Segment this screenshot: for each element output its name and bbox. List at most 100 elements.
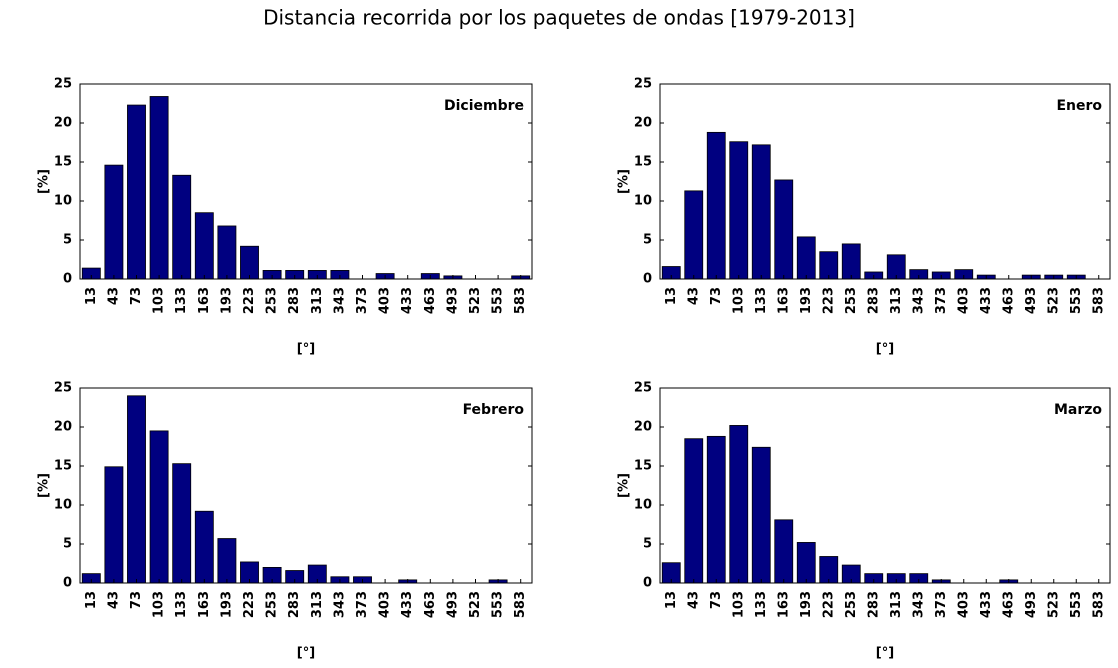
annotation: Febrero — [463, 402, 525, 418]
x-tick-label: 313 — [889, 591, 904, 618]
annotation: Diciembre — [444, 98, 524, 114]
bar — [796, 542, 816, 584]
x-tick-label: 223 — [242, 287, 257, 314]
x-tick-label: 103 — [152, 287, 167, 314]
y-tick-label: 20 — [634, 116, 652, 131]
x-tick-label: 13 — [664, 591, 679, 609]
y-tick-label: 5 — [643, 233, 652, 248]
x-tick-label: 553 — [491, 287, 506, 314]
annotation: Marzo — [1054, 402, 1102, 418]
x-tick-label: 193 — [219, 287, 234, 314]
bar — [172, 463, 192, 584]
x-tick-label: 283 — [866, 591, 881, 618]
x-tick-label: 103 — [731, 287, 746, 314]
bar — [841, 243, 861, 280]
axes-box — [659, 83, 1111, 280]
x-tick-label: 253 — [265, 591, 280, 618]
x-tick-label: 313 — [310, 591, 325, 618]
y-tick-label: 10 — [54, 194, 72, 209]
bar — [706, 131, 726, 280]
x-tick-label: 523 — [1046, 591, 1061, 618]
x-tick-label: 373 — [934, 591, 949, 618]
x-tick-label: 73 — [709, 287, 724, 305]
bar — [684, 438, 704, 584]
x-tick-label: 463 — [423, 287, 438, 314]
y-tick-label: 20 — [634, 420, 652, 435]
x-tick-label: 523 — [468, 287, 483, 314]
x-axis-label: [°] — [297, 342, 315, 357]
x-tick-label: 523 — [1046, 287, 1061, 314]
x-tick-label: 73 — [129, 287, 144, 305]
x-tick-label: 433 — [400, 287, 415, 314]
y-tick-label: 5 — [643, 537, 652, 552]
x-tick-label: 583 — [1091, 591, 1106, 618]
bar — [729, 141, 749, 280]
x-tick-label: 13 — [84, 287, 99, 305]
x-tick-label: 493 — [445, 287, 460, 314]
x-axis-label: [°] — [876, 342, 894, 357]
y-tick-label: 5 — [63, 537, 72, 552]
y-axis-label: [%] — [37, 473, 52, 498]
bar — [774, 519, 794, 584]
axes-box — [79, 83, 533, 280]
x-tick-label: 133 — [174, 287, 189, 314]
x-tick-label: 73 — [129, 591, 144, 609]
bar — [684, 190, 704, 280]
x-tick-label: 463 — [423, 591, 438, 618]
x-tick-label: 463 — [1001, 591, 1016, 618]
x-tick-label: 133 — [174, 591, 189, 618]
x-tick-label: 373 — [355, 287, 370, 314]
x-tick-label: 493 — [1024, 287, 1039, 314]
x-tick-label: 583 — [1091, 287, 1106, 314]
x-tick-label: 13 — [84, 591, 99, 609]
x-tick-label: 433 — [400, 591, 415, 618]
y-tick-label: 10 — [54, 498, 72, 513]
bar — [819, 251, 839, 280]
y-tick-label: 10 — [634, 498, 652, 513]
x-tick-label: 493 — [1024, 591, 1039, 618]
x-tick-label: 343 — [332, 287, 347, 314]
y-tick-label: 5 — [63, 233, 72, 248]
bar — [149, 96, 169, 280]
x-tick-label: 223 — [821, 287, 836, 314]
bar — [104, 164, 124, 280]
x-tick-label: 133 — [754, 591, 769, 618]
x-tick-label: 253 — [844, 287, 859, 314]
x-tick-label: 163 — [776, 591, 791, 618]
y-tick-label: 10 — [634, 194, 652, 209]
bar — [796, 236, 816, 280]
bar — [194, 510, 214, 584]
x-tick-label: 343 — [911, 287, 926, 314]
x-tick-label: 283 — [866, 287, 881, 314]
x-tick-label: 43 — [106, 287, 121, 305]
x-tick-label: 313 — [310, 287, 325, 314]
y-tick-label: 25 — [634, 381, 652, 396]
x-tick-label: 553 — [491, 591, 506, 618]
bar — [729, 425, 749, 584]
x-tick-label: 43 — [686, 591, 701, 609]
bar — [751, 144, 771, 280]
y-axis-label: [%] — [617, 473, 632, 498]
x-tick-label: 13 — [664, 287, 679, 305]
x-tick-label: 163 — [197, 591, 212, 618]
x-axis-label: [°] — [876, 646, 894, 661]
y-tick-label: 15 — [54, 459, 72, 474]
bar — [127, 395, 146, 584]
x-tick-label: 403 — [956, 591, 971, 618]
bar — [217, 225, 237, 280]
x-tick-label: 433 — [979, 591, 994, 618]
x-tick-label: 583 — [513, 591, 528, 618]
y-tick-label: 15 — [54, 155, 72, 170]
x-tick-label: 163 — [776, 287, 791, 314]
x-tick-label: 223 — [242, 591, 257, 618]
y-tick-label: 25 — [54, 381, 72, 396]
bar — [240, 245, 259, 280]
y-tick-label: 20 — [54, 420, 72, 435]
x-tick-label: 103 — [152, 591, 167, 618]
x-tick-label: 283 — [287, 591, 302, 618]
x-tick-label: 313 — [889, 287, 904, 314]
x-tick-label: 583 — [513, 287, 528, 314]
x-tick-label: 193 — [799, 287, 814, 314]
x-tick-label: 553 — [1069, 287, 1084, 314]
bar — [149, 430, 169, 584]
